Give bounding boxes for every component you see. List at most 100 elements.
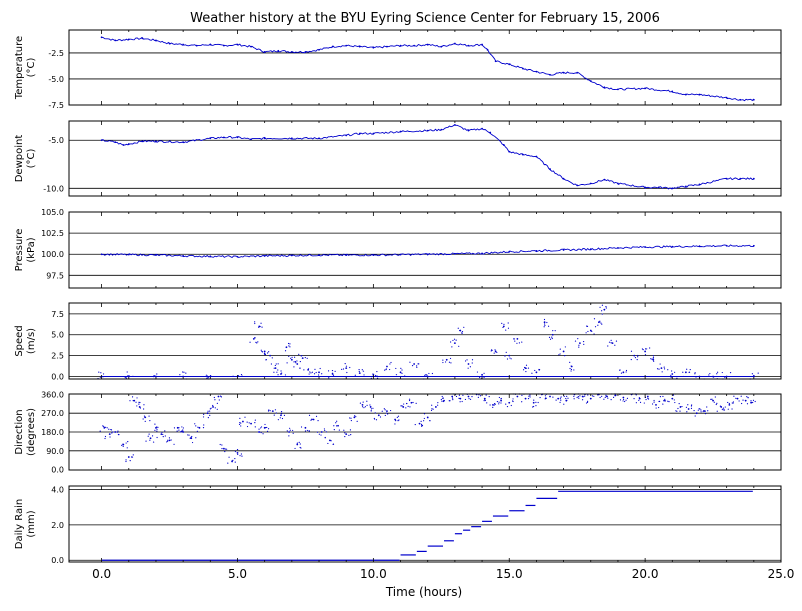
temperature-point	[195, 44, 198, 47]
direction-sample	[195, 425, 197, 427]
direction-sample	[655, 407, 657, 409]
speed-sample	[463, 326, 465, 328]
direction-sample	[706, 406, 708, 408]
direction-sample	[653, 399, 655, 402]
speed-sample	[341, 368, 343, 370]
direction-sample	[727, 401, 729, 404]
direction-sample	[731, 408, 733, 410]
direction-sample	[529, 396, 531, 398]
direction-sample	[173, 443, 175, 445]
direction-sample	[494, 403, 496, 405]
direction-sample	[197, 426, 199, 428]
speed-sample	[548, 336, 551, 338]
direction-sample	[104, 437, 106, 440]
speed-sample	[257, 341, 259, 343]
direction-sample	[607, 397, 609, 399]
dewpoint-point	[752, 177, 755, 180]
temperature-point	[318, 48, 320, 51]
direction-sample	[658, 406, 660, 409]
speed-sample	[428, 372, 430, 375]
speed-point	[684, 371, 687, 374]
speed-point	[598, 321, 600, 324]
speed-sample	[395, 367, 397, 370]
direction-sample	[182, 430, 184, 432]
speed-sample	[424, 374, 426, 376]
direction-sample	[664, 398, 666, 400]
speed-y-label: Speed	[14, 325, 25, 356]
speed-sample	[344, 362, 346, 365]
direction-sample	[148, 433, 150, 435]
direction-point	[663, 399, 666, 402]
direction-sample	[427, 417, 429, 419]
direction-sample	[147, 435, 149, 437]
direction-sample	[327, 442, 329, 445]
direction-sample	[260, 427, 262, 429]
speed-sample	[471, 359, 474, 361]
direction-sample	[121, 444, 123, 446]
y-tick-label: 0.0	[51, 556, 64, 565]
direction-sample	[294, 447, 296, 450]
speed-sample	[597, 324, 599, 326]
speed-sample	[721, 371, 723, 374]
direction-sample	[213, 396, 215, 399]
speed-point	[502, 325, 505, 328]
direction-sample	[330, 440, 332, 442]
pressure-point	[100, 253, 103, 256]
speed-sample	[458, 345, 460, 347]
direction-point	[236, 451, 239, 454]
direction-point	[646, 395, 649, 398]
direction-sample	[638, 397, 640, 399]
speed-sample	[663, 368, 666, 370]
direction-sample	[111, 431, 114, 433]
direction-sample	[442, 400, 444, 403]
x-tick-label: 0.0	[92, 567, 111, 581]
pressure-point	[209, 255, 212, 258]
speed-sample	[494, 349, 496, 351]
temperature-point	[494, 60, 497, 63]
direction-sample	[139, 401, 141, 404]
direction-sample	[700, 411, 702, 413]
direction-sample	[196, 430, 198, 432]
direction-sample	[130, 456, 133, 458]
direction-sample	[452, 399, 454, 401]
dewpoint-point	[318, 137, 320, 140]
direction-sample	[156, 436, 158, 439]
speed-sample	[644, 348, 647, 350]
direction-sample	[216, 402, 218, 405]
dewpoint-point	[698, 183, 701, 186]
speed-sample	[275, 363, 277, 365]
direction-sample	[143, 404, 145, 406]
temperature-point	[698, 93, 701, 96]
speed-sample	[254, 321, 256, 323]
direction-sample	[156, 430, 158, 432]
speed-sample	[156, 373, 158, 375]
pressure-y-unit: (kPa)	[26, 237, 37, 262]
direction-sample	[585, 402, 588, 404]
pressure-point	[698, 245, 701, 248]
direction-sample	[286, 430, 288, 432]
temperature-point	[684, 93, 687, 96]
direction-sample	[239, 455, 241, 457]
temperature-point	[168, 42, 171, 45]
direction-sample	[366, 400, 368, 402]
direction-sample	[727, 408, 729, 410]
temperature-point	[386, 45, 388, 48]
direction-sample	[350, 417, 352, 419]
y-tick-label: 360.0	[41, 390, 64, 399]
speed-sample	[461, 331, 464, 333]
direction-sample	[164, 430, 166, 432]
direction-sample	[182, 427, 184, 429]
direction-sample	[624, 400, 626, 403]
temperature-point	[481, 43, 483, 46]
direction-sample	[566, 399, 568, 401]
direction-sample	[668, 401, 670, 403]
speed-sample	[682, 371, 684, 373]
speed-sample	[689, 368, 691, 371]
temperature-point	[331, 45, 334, 48]
direction-point	[622, 396, 625, 399]
speed-sample	[288, 345, 290, 347]
speed-sample	[466, 359, 468, 361]
panel-dewpoint: -5.0 -10.0 Dewpoint (°C)	[14, 120, 782, 197]
direction-sample	[105, 426, 107, 428]
direction-sample	[619, 399, 622, 401]
